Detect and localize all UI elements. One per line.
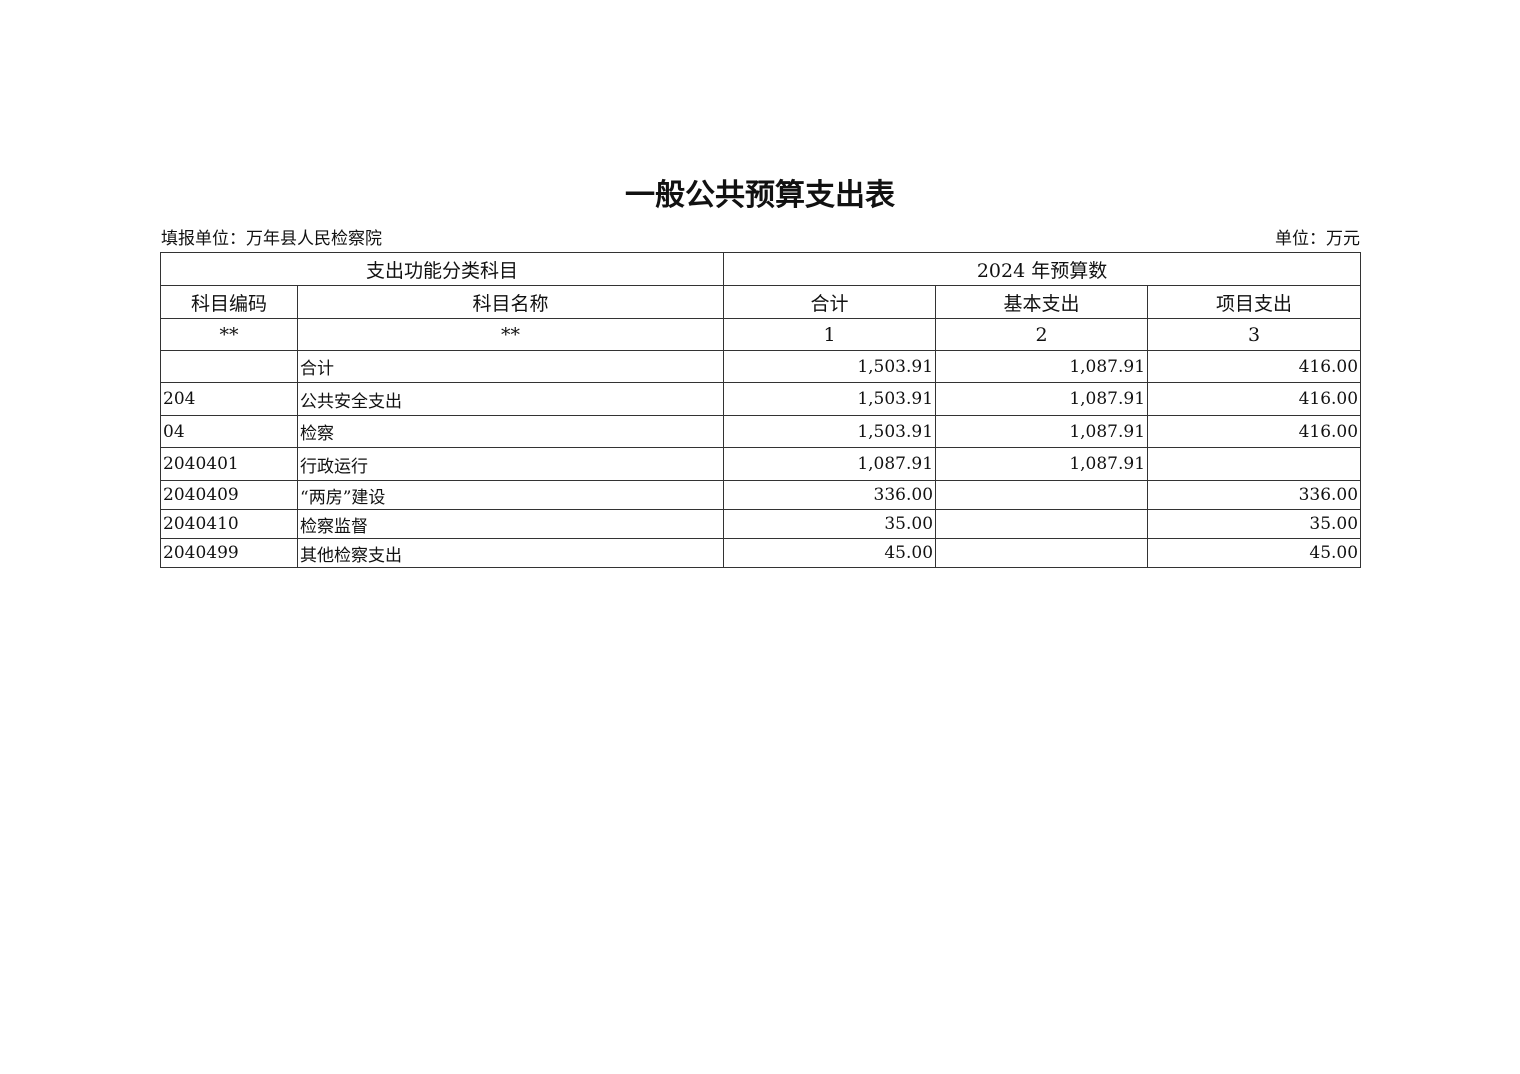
index-name: ** <box>296 318 725 351</box>
cell-project: 35.00 <box>1147 509 1362 539</box>
page-title: 一般公共预算支出表 <box>625 178 895 213</box>
cell-name: 公共安全支出 <box>296 382 725 416</box>
header-total: 合计 <box>723 285 937 319</box>
filler-unit: 填报单位：万年县人民检察院 <box>161 229 382 249</box>
cell-total: 1,503.91 <box>723 350 937 383</box>
cell-basic: 1,087.91 <box>935 415 1149 448</box>
cell-total: 1,503.91 <box>723 415 937 448</box>
cell-basic: 1,087.91 <box>935 350 1149 383</box>
cell-project <box>1147 447 1362 481</box>
cell-project: 45.00 <box>1147 538 1362 568</box>
currency-unit: 单位：万元 <box>1275 229 1360 249</box>
cell-code: 04 <box>160 415 298 448</box>
cell-basic <box>935 480 1149 510</box>
cell-name: 检察监督 <box>296 509 725 539</box>
cell-name: 检察 <box>296 415 725 448</box>
cell-code: 2040410 <box>160 509 298 539</box>
table-row: 2040401 行政运行 1,087.91 1,087.91 <box>160 447 1362 481</box>
cell-total: 336.00 <box>723 480 937 510</box>
cell-name: 其他检察支出 <box>296 538 725 568</box>
cell-basic <box>935 538 1149 568</box>
table-row: 2040410 检察监督 35.00 35.00 <box>160 509 1362 539</box>
cell-project: 336.00 <box>1147 480 1362 510</box>
cell-total: 35.00 <box>723 509 937 539</box>
cell-name: “两房”建设 <box>296 480 725 510</box>
table-row: 2040499 其他检察支出 45.00 45.00 <box>160 538 1362 568</box>
cell-total: 45.00 <box>723 538 937 568</box>
table-row: 2040409 “两房”建设 336.00 336.00 <box>160 480 1362 510</box>
cell-code: 204 <box>160 382 298 416</box>
cell-basic <box>935 509 1149 539</box>
table-row: 204 公共安全支出 1,503.91 1,087.91 416.00 <box>160 382 1362 416</box>
header-basic: 基本支出 <box>935 285 1149 319</box>
cell-name: 行政运行 <box>296 447 725 481</box>
header-project: 项目支出 <box>1147 285 1362 319</box>
index-code: ** <box>160 318 298 351</box>
cell-basic: 1,087.91 <box>935 447 1149 481</box>
cell-basic: 1,087.91 <box>935 382 1149 416</box>
cell-code: 2040499 <box>160 538 298 568</box>
header-budget-year: 2024 年预算数 <box>723 252 1362 286</box>
budget-table: 支出功能分类科目 2024 年预算数 科目编码 科目名称 合计 基本支出 项目支出 ** *… <box>159 252 1362 568</box>
cell-code: 2040401 <box>160 447 298 481</box>
index-project: 3 <box>1147 318 1362 351</box>
header-code: 科目编码 <box>160 285 298 319</box>
cell-project: 416.00 <box>1147 382 1362 416</box>
header-name: 科目名称 <box>296 285 725 319</box>
table-row: 04 检察 1,503.91 1,087.91 416.00 <box>160 415 1362 448</box>
cell-code: 2040409 <box>160 480 298 510</box>
index-total: 1 <box>723 318 937 351</box>
index-basic: 2 <box>935 318 1149 351</box>
cell-project: 416.00 <box>1147 350 1362 383</box>
cell-total: 1,087.91 <box>723 447 937 481</box>
cell-total: 1,503.91 <box>723 382 937 416</box>
cell-name: 合计 <box>296 350 725 383</box>
header-function-category: 支出功能分类科目 <box>159 252 725 286</box>
cell-project: 416.00 <box>1147 415 1362 448</box>
table-row: 合计 1,503.91 1,087.91 416.00 <box>160 350 1362 383</box>
cell-code <box>160 350 298 383</box>
